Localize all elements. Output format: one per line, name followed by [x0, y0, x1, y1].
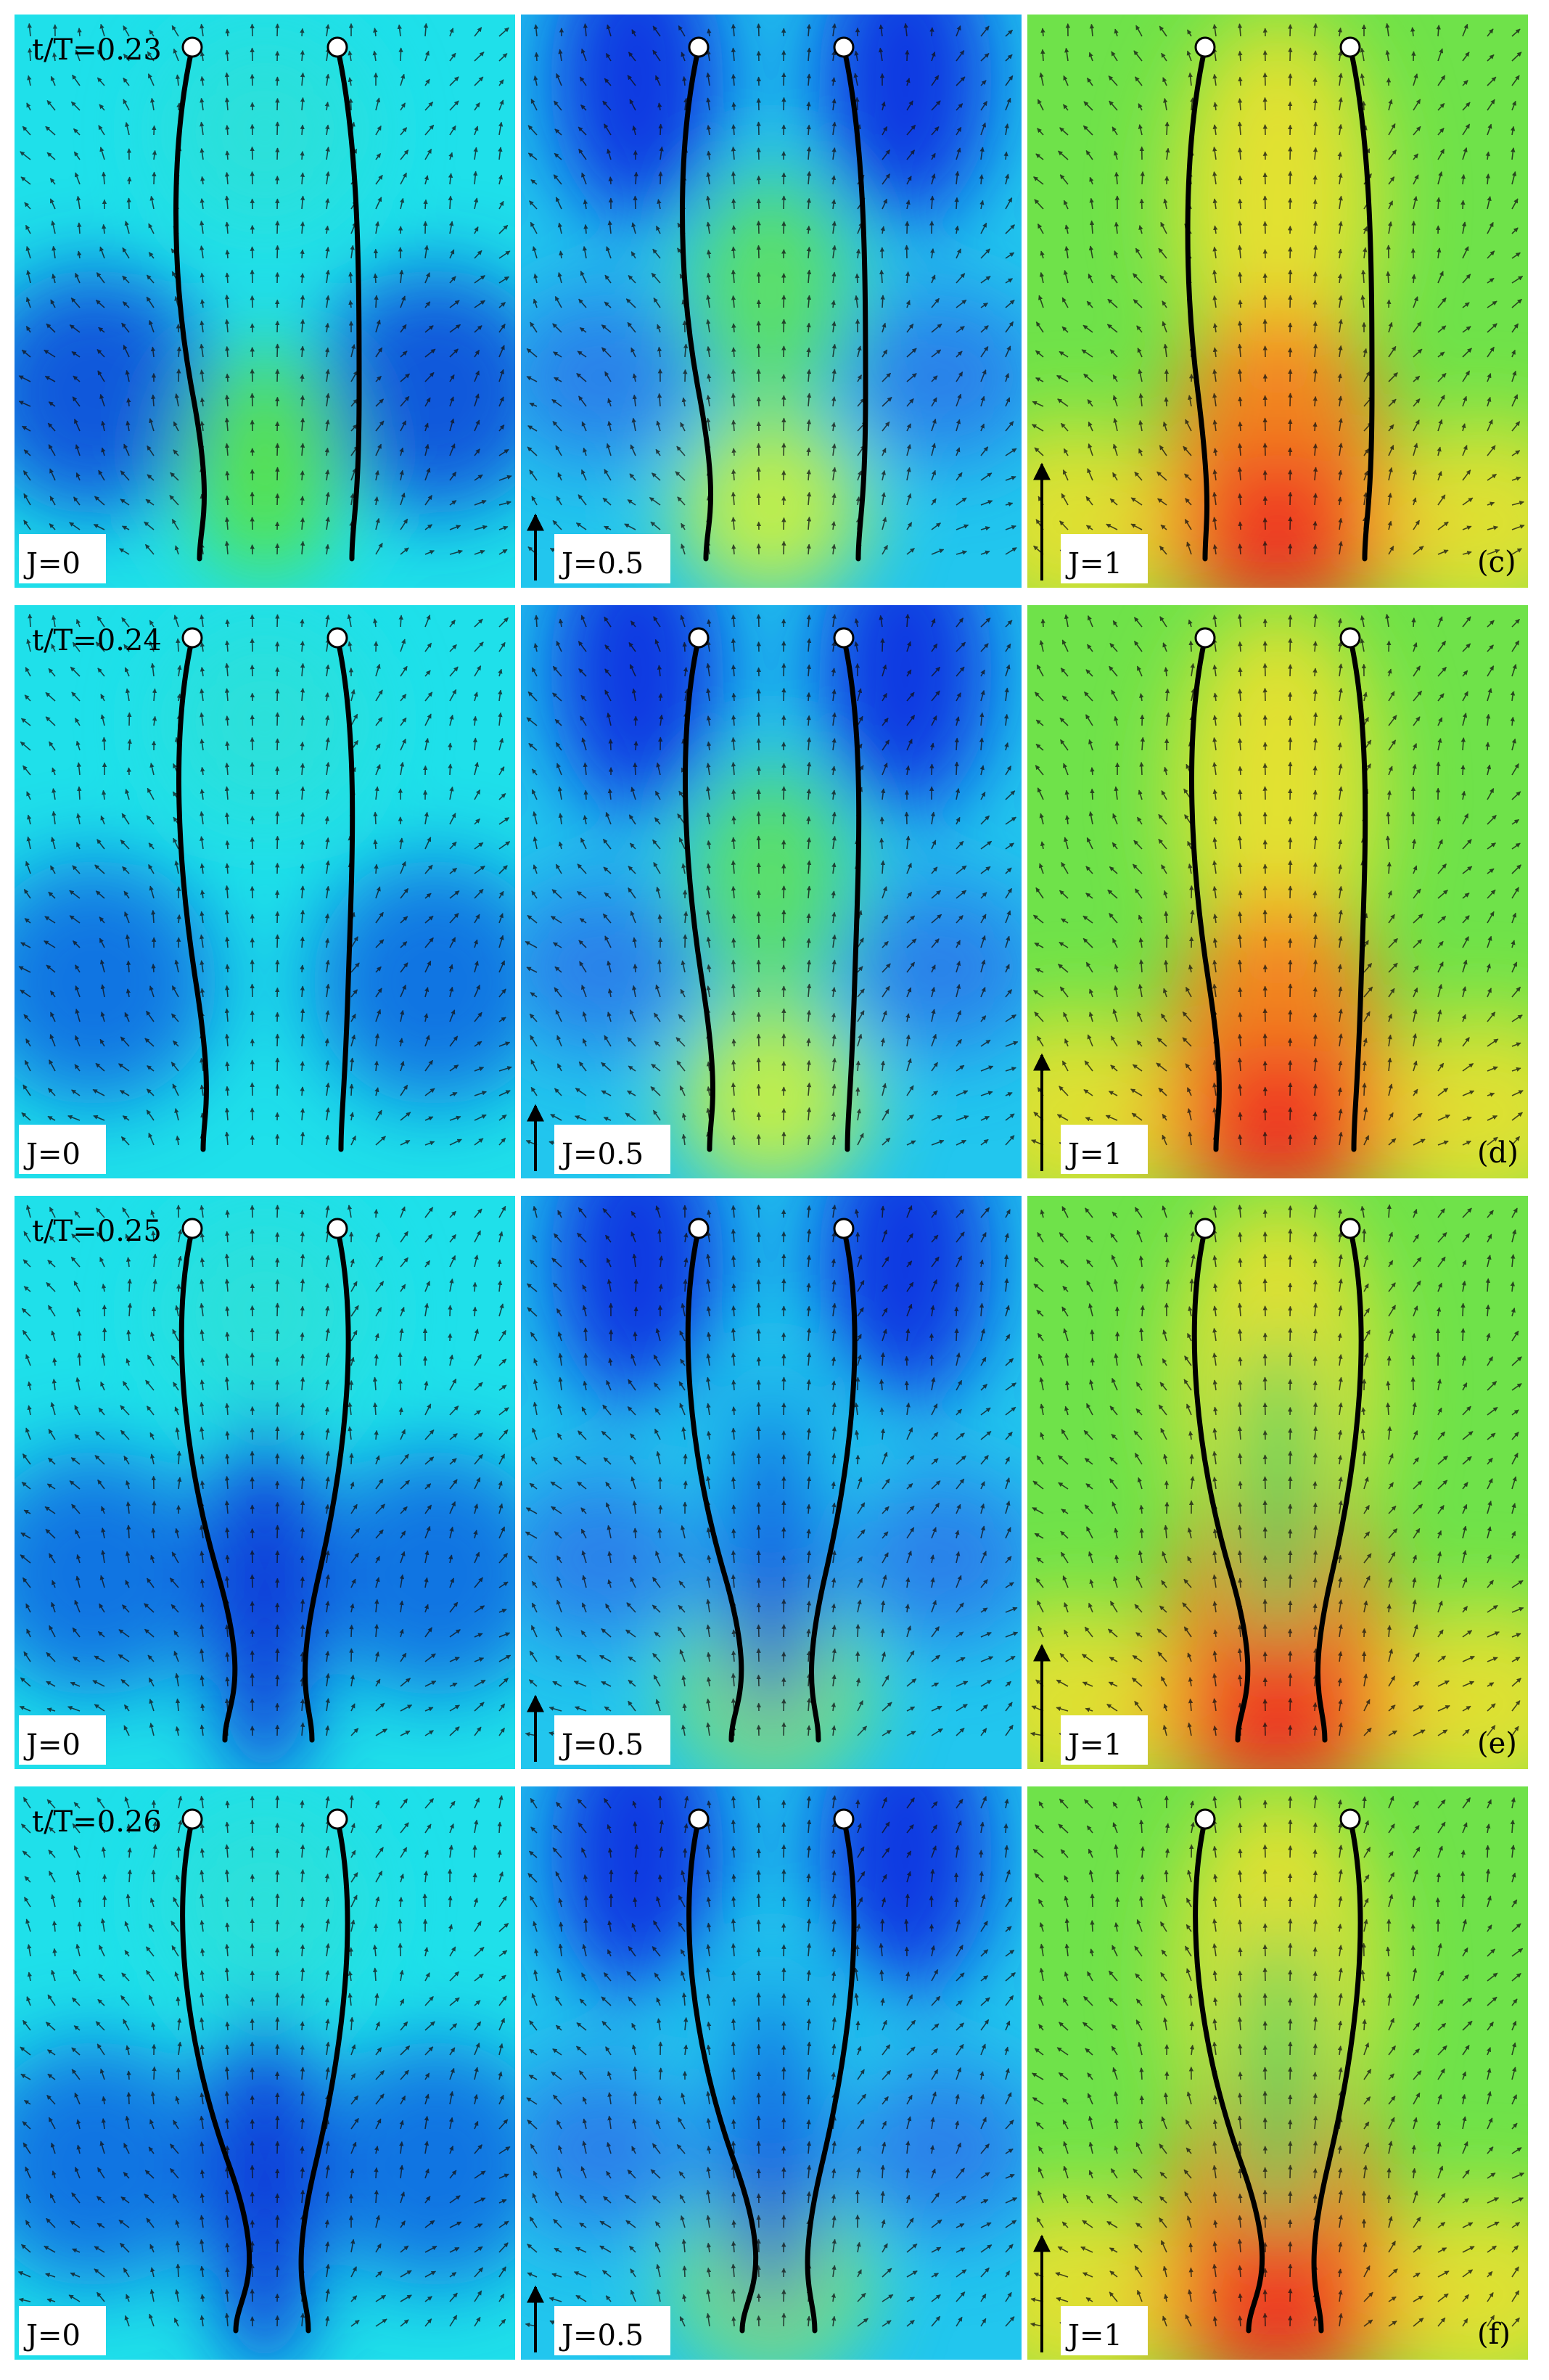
anchor-point-left [688, 1218, 710, 1239]
panel-letter: (e) [1477, 1727, 1517, 1760]
j-value-label: J=1 [1065, 1728, 1122, 1762]
panel-row2-col2: J=0.5 [521, 605, 1022, 1178]
panel-row3-col3: J=1 (e) [1027, 1196, 1528, 1769]
panel-row1-col3: J=1 (c) [1027, 15, 1528, 588]
panel-letter: (c) [1477, 546, 1516, 579]
anchor-point-right [833, 1218, 855, 1239]
anchor-point-right [1339, 1808, 1361, 1830]
j-value-label: J=0 [23, 1138, 81, 1171]
time-label: t/T=0.25 [32, 1215, 162, 1248]
anchor-point-right [833, 1808, 855, 1830]
time-label: t/T=0.23 [32, 33, 162, 67]
anchor-point-right [1339, 1218, 1361, 1239]
panel-row1-col2: J=0.5 [521, 15, 1022, 588]
anchor-point-left [688, 1808, 710, 1830]
panel-row1-col1: J=0 t/T=0.23 [15, 15, 515, 588]
anchor-point-left [1194, 1808, 1216, 1830]
j-value-label: J=0.5 [559, 547, 644, 580]
anchor-point-right [326, 1808, 348, 1830]
j-value-label: J=1 [1065, 547, 1122, 580]
anchor-point-left [688, 36, 710, 58]
anchor-point-left [181, 1808, 203, 1830]
anchor-point-left [181, 627, 203, 649]
anchor-point-right [1339, 36, 1361, 58]
j-value-label: J=0.5 [559, 2319, 644, 2352]
anchor-point-left [1194, 1218, 1216, 1239]
anchor-point-left [181, 1218, 203, 1239]
j-value-label: J=1 [1065, 1138, 1122, 1171]
panel-row4-col2: J=0.5 [521, 1786, 1022, 2360]
panel-row2-col1: J=0 t/T=0.24 [15, 605, 515, 1178]
j-value-label: J=0 [23, 2319, 81, 2352]
panel-row3-col1: J=0 t/T=0.25 [15, 1196, 515, 1769]
panel-row2-col3: J=1 (d) [1027, 605, 1528, 1178]
anchor-point-right [1339, 627, 1361, 649]
anchor-point-left [688, 627, 710, 649]
anchor-point-right [833, 36, 855, 58]
anchor-point-left [1194, 627, 1216, 649]
anchor-point-left [1194, 36, 1216, 58]
j-value-label: J=0.5 [559, 1138, 644, 1171]
time-label: t/T=0.26 [32, 1805, 162, 1839]
panel-row3-col2: J=0.5 [521, 1196, 1022, 1769]
panel-row4-col3: J=1 (f) [1027, 1786, 1528, 2360]
anchor-point-left [181, 36, 203, 58]
panel-letter: (d) [1477, 1136, 1519, 1170]
anchor-point-right [326, 627, 348, 649]
j-value-label: J=0 [23, 1728, 81, 1762]
j-value-label: J=0.5 [559, 1728, 644, 1762]
anchor-point-right [833, 627, 855, 649]
anchor-point-right [326, 1218, 348, 1239]
panel-letter: (f) [1477, 2318, 1511, 2351]
anchor-point-right [326, 36, 348, 58]
panel-row4-col1: J=0 t/T=0.26 [15, 1786, 515, 2360]
j-value-label: J=0 [23, 547, 81, 580]
time-label: t/T=0.24 [32, 624, 162, 657]
j-value-label: J=1 [1065, 2319, 1122, 2352]
